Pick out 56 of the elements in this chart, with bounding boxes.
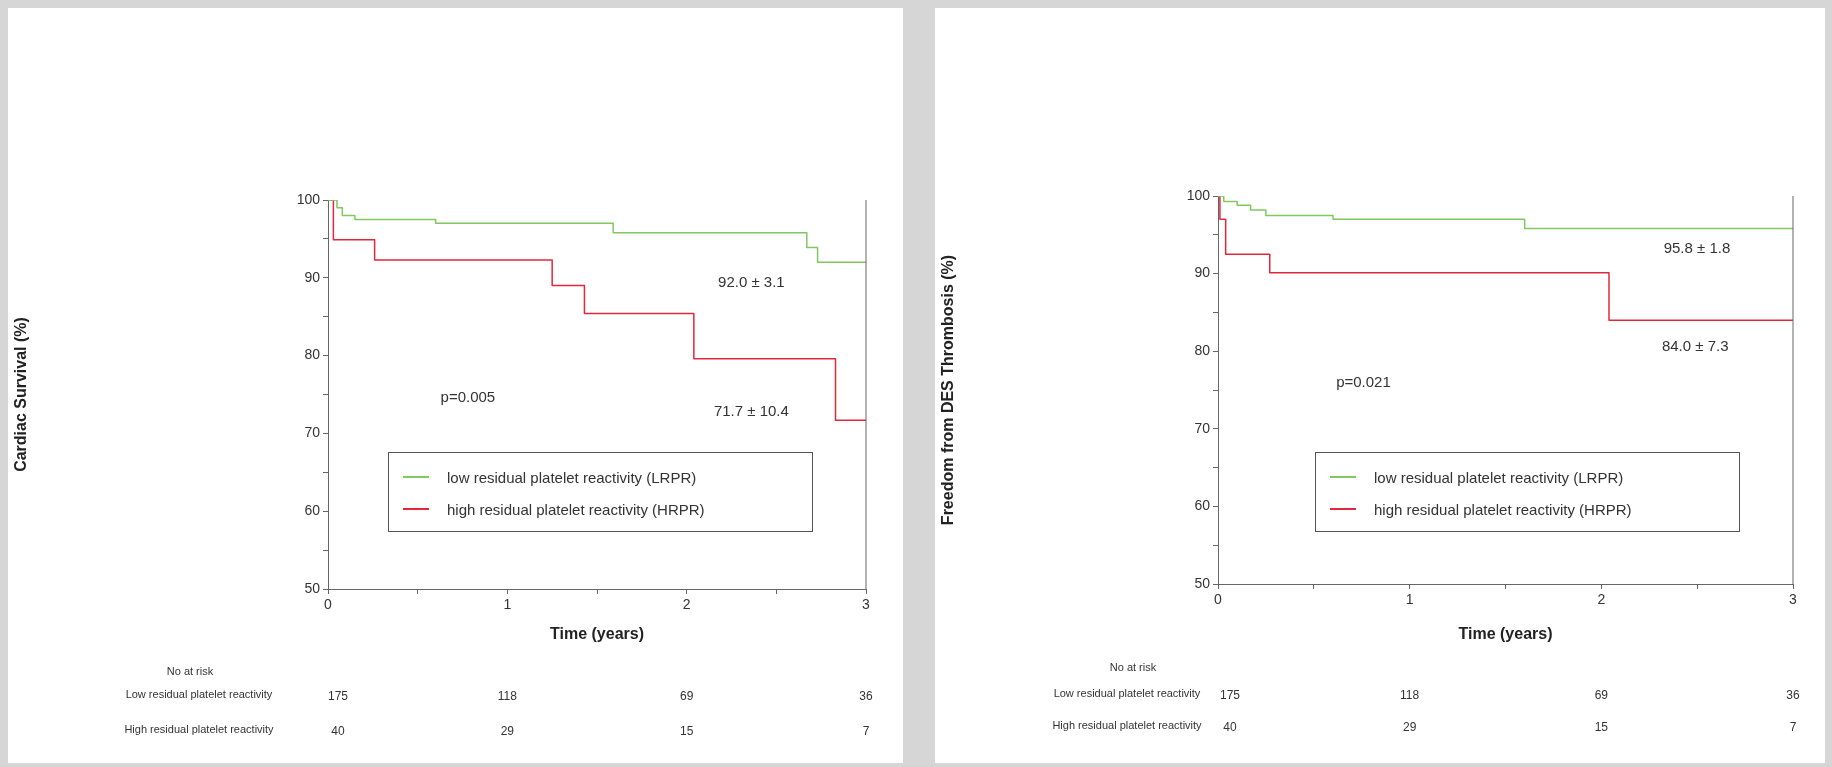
text: 36 (1786, 688, 1800, 702)
text: 175 (1219, 688, 1241, 702)
x-tick-label: 1 (1405, 591, 1414, 608)
text: High residual platelet reactivity (1052, 719, 1202, 731)
annotation: 95.8 ± 1.8 (1663, 238, 1731, 256)
y-axis-title: Cardiac Survival (%) (12, 317, 30, 472)
text: 40 (331, 724, 345, 738)
y-tick-label: 70 (1194, 419, 1211, 436)
text: 7 (1789, 720, 1797, 734)
text: 69 (679, 689, 694, 703)
x-tick-label: 0 (324, 596, 333, 613)
x-tick-label: 2 (1597, 591, 1606, 608)
text: 118 (1400, 688, 1420, 702)
annotation: 71.7 ± 10.4 (713, 401, 789, 419)
text: 29 (500, 724, 515, 738)
y-tick-label: 90 (304, 268, 321, 285)
text: No at risk (1109, 661, 1157, 673)
x-tick-label: 0 (1214, 591, 1223, 608)
text: 36 (859, 689, 873, 703)
y-tick-label: 80 (304, 346, 321, 363)
y-tick-label: 100 (296, 190, 321, 207)
y-tick-label: 90 (1194, 264, 1211, 281)
text: 7 (862, 724, 870, 738)
x-tick-label: 3 (862, 596, 871, 613)
text: High residual platelet reactivity (124, 723, 274, 735)
text: 175 (327, 689, 349, 703)
legend-label: high residual platelet reactivity (HRPR) (447, 500, 705, 518)
text: 15 (1594, 720, 1609, 734)
y-tick-label: 50 (1194, 574, 1211, 591)
text: 29 (1402, 720, 1417, 734)
legend-label: low residual platelet reactivity (LRPR) (447, 468, 697, 486)
annotation: p=0.021 (1336, 373, 1391, 391)
y-tick-label: 50 (304, 579, 321, 596)
y-axis-title: Freedom from DES Thrombosis (%) (939, 254, 957, 526)
y-tick-label: 100 (1186, 186, 1211, 203)
x-tick-label: 2 (682, 596, 691, 613)
y-tick-label: 80 (1194, 342, 1211, 359)
text: 15 (679, 724, 694, 738)
x-tick-label: 3 (1789, 591, 1798, 608)
y-tick-label: 60 (304, 502, 321, 519)
x-axis-title: Time (years) (550, 624, 644, 642)
text: No at risk (166, 665, 214, 677)
text: Low residual platelet reactivity (1053, 687, 1201, 699)
legend-label: high residual platelet reactivity (HRPR) (1374, 500, 1632, 518)
text: 118 (497, 689, 517, 703)
annotation: 92.0 ± 3.1 (718, 272, 785, 290)
annotation: p=0.005 (440, 387, 496, 405)
x-tick-label: 1 (503, 596, 512, 613)
legend-label: low residual platelet reactivity (LRPR) (1374, 468, 1624, 486)
text: 69 (1594, 688, 1609, 702)
text: Low residual platelet reactivity (125, 688, 273, 700)
annotation: 84.0 ± 7.3 (1661, 336, 1729, 354)
y-tick-label: 60 (1194, 497, 1211, 514)
x-axis-title: Time (years) (1458, 624, 1553, 642)
y-tick-label: 70 (304, 424, 321, 441)
text: 40 (1223, 720, 1237, 734)
